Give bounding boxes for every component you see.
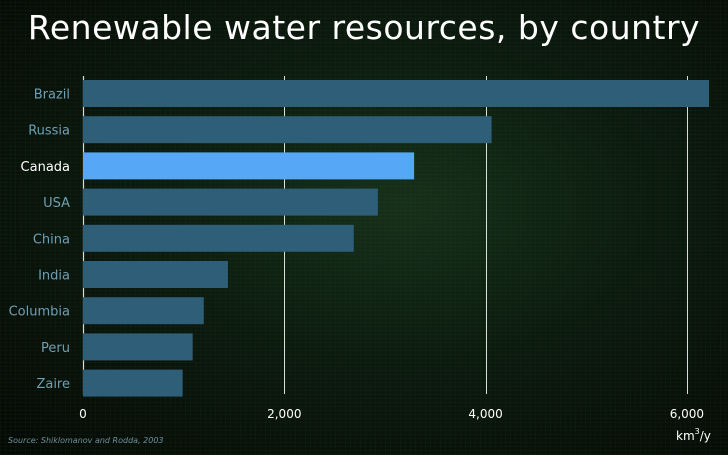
category-label-russia: Russia [28, 124, 70, 139]
bar-canada [83, 152, 415, 180]
chart-title: Renewable water resources, by country [27, 8, 701, 47]
category-labels: Brazil Russia Canada USA China India Columbia P… [9, 88, 70, 393]
category-label-peru: Peru [41, 341, 70, 356]
bar-china [83, 224, 354, 252]
category-label-zaire: Zaire [36, 377, 70, 392]
bar-usa [83, 188, 378, 216]
source-note: Source: Shiklomanov and Rodda, 2003 [8, 436, 164, 445]
bar-columbia [83, 297, 204, 325]
x-tick-label-4000: 4,000 [468, 407, 502, 421]
bar-brazil [83, 80, 710, 107]
x-tick-label-6000: 6,000 [670, 407, 704, 421]
category-label-columbia: Columbia [9, 305, 70, 320]
category-label-india: India [38, 269, 70, 284]
bar-russia [83, 116, 492, 144]
bar-peru [83, 333, 193, 361]
x-tick-label-2000: 2,000 [267, 407, 301, 421]
category-label-canada: Canada [21, 160, 70, 175]
x-axis-ticks: 0 2,000 4,000 6,000 [79, 407, 704, 421]
x-tick-label-0: 0 [79, 407, 87, 421]
bar-india [83, 261, 228, 288]
category-label-china: China [33, 232, 70, 247]
category-label-brazil: Brazil [34, 88, 70, 103]
bars [83, 80, 710, 397]
x-axis-unit: km3/y [676, 427, 711, 443]
category-label-usa: USA [43, 196, 70, 211]
bar-zaire [83, 369, 183, 397]
